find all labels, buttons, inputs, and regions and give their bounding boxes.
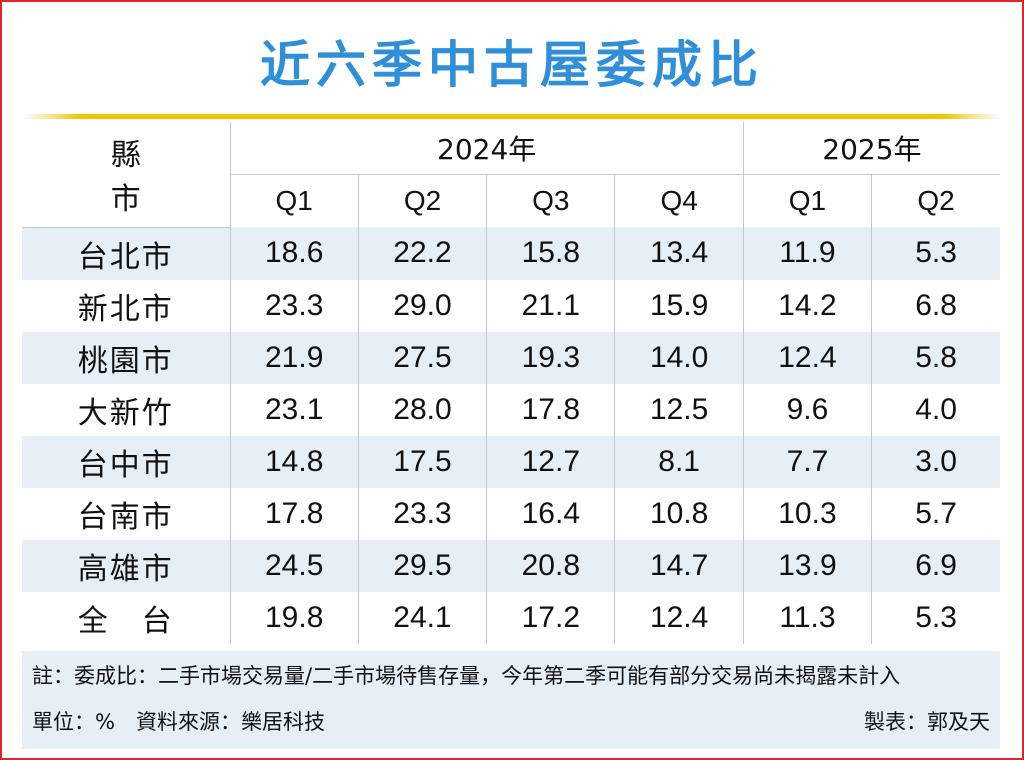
value-cell: 10.8 xyxy=(614,487,744,540)
value-cell: 8.1 xyxy=(614,435,744,488)
value-cell: 17.8 xyxy=(229,487,359,540)
footnote: 註：委成比：二手市場交易量/二手市場待售存量，今年第二季可能有部分交易尚未揭露未… xyxy=(32,664,901,688)
value-cell: 12.4 xyxy=(614,591,744,644)
value-cell: 20.8 xyxy=(486,539,615,592)
table-row: 全 台 19.8 24.1 17.2 12.4 11.3 5.3 xyxy=(22,591,1000,644)
title-divider xyxy=(24,114,1000,119)
quarter-header: Q2 xyxy=(871,174,1000,227)
value-cell: 12.5 xyxy=(614,383,744,436)
value-cell: 23.3 xyxy=(229,279,359,332)
quarter-header: Q2 xyxy=(357,174,487,227)
value-cell: 5.3 xyxy=(871,591,1000,644)
quarter-header: Q1 xyxy=(229,174,359,227)
county-name-cell: 大新竹 xyxy=(77,395,174,431)
value-cell: 10.3 xyxy=(742,487,872,540)
data-table: 縣 市 2024年 2025年 Q1 Q2 Q3 Q4 Q1 Q2 台北市 18.… xyxy=(22,122,1000,644)
value-cell: 5.7 xyxy=(871,487,1000,540)
value-cell: 18.6 xyxy=(229,227,359,280)
value-cell: 13.4 xyxy=(614,227,744,280)
quarter-header: Q3 xyxy=(486,174,615,227)
table-row: 台南市 17.8 23.3 16.4 10.8 10.3 5.7 xyxy=(22,487,1000,540)
value-cell: 29.5 xyxy=(357,539,487,592)
year-header-2024: 2024年 xyxy=(229,122,744,175)
value-cell: 15.8 xyxy=(486,227,615,280)
table-row: 台北市 18.6 22.2 15.8 13.4 11.9 5.3 xyxy=(22,227,1000,280)
quarter-header-row: Q1 Q2 Q3 Q4 Q1 Q2 xyxy=(22,174,1000,227)
table-body: 台北市 18.6 22.2 15.8 13.4 11.9 5.3 新北市 23.3 29.0 21.… xyxy=(22,227,1000,644)
value-cell: 12.7 xyxy=(486,435,615,488)
county-name-cell: 台南市 xyxy=(77,499,174,535)
value-cell: 12.4 xyxy=(742,331,872,384)
value-cell: 5.8 xyxy=(871,331,1000,384)
credit-note: 製表：郭及天 xyxy=(864,710,990,734)
value-cell: 21.1 xyxy=(486,279,615,332)
value-cell: 14.8 xyxy=(229,435,359,488)
table-row: 台中市 14.8 17.5 12.7 8.1 7.7 3.0 xyxy=(22,435,1000,488)
value-cell: 4.0 xyxy=(871,383,1000,436)
year-header-2025: 2025年 xyxy=(742,122,1000,175)
county-name-cell: 台北市 xyxy=(22,227,231,280)
value-cell: 27.5 xyxy=(357,331,487,384)
value-cell: 3.0 xyxy=(871,435,1000,488)
value-cell: 17.5 xyxy=(357,435,487,488)
county-name-cell: 新北市 xyxy=(77,291,174,327)
table-row: 桃園市 21.9 27.5 19.3 14.0 12.4 5.8 xyxy=(22,331,1000,384)
value-cell: 23.3 xyxy=(357,487,487,540)
value-cell: 16.4 xyxy=(486,487,615,540)
year-header-row: 縣 市 2024年 2025年 xyxy=(22,122,1000,228)
unit-source-note: 單位：% 資料來源：樂居科技 xyxy=(32,710,325,734)
chart-title: 近六季中古屋委成比 xyxy=(260,36,764,94)
county-name-cell: 桃園市 xyxy=(22,331,231,384)
value-cell: 17.2 xyxy=(486,591,615,644)
value-cell: 24.1 xyxy=(357,591,487,644)
table-row: 新北市 23.3 29.0 21.1 15.9 14.2 6.8 xyxy=(22,279,1000,332)
value-cell: 21.9 xyxy=(229,331,359,384)
value-cell: 14.7 xyxy=(614,539,744,592)
value-cell: 13.9 xyxy=(742,539,872,592)
table-row: 高雄市 24.5 29.5 20.8 14.7 13.9 6.9 xyxy=(22,539,1000,592)
notes-panel xyxy=(22,651,1000,749)
value-cell: 29.0 xyxy=(357,279,487,332)
county-name-cell: 高雄市 xyxy=(22,539,231,592)
value-cell: 11.9 xyxy=(742,227,872,280)
value-cell: 22.2 xyxy=(357,227,487,280)
value-cell: 6.8 xyxy=(871,279,1000,332)
county-name-cell: 台中市 xyxy=(22,435,231,488)
value-cell: 19.8 xyxy=(229,591,359,644)
value-cell: 9.6 xyxy=(742,383,872,436)
value-cell: 11.3 xyxy=(742,591,872,644)
value-cell: 17.8 xyxy=(486,383,615,436)
value-cell: 7.7 xyxy=(742,435,872,488)
value-cell: 14.2 xyxy=(742,279,872,332)
quarter-header: Q4 xyxy=(614,174,744,227)
value-cell: 14.0 xyxy=(614,331,744,384)
value-cell: 15.9 xyxy=(614,279,744,332)
county-name-cell: 全 台 xyxy=(77,603,174,639)
value-cell: 28.0 xyxy=(357,383,487,436)
quarter-header: Q1 xyxy=(742,174,872,227)
value-cell: 5.3 xyxy=(871,227,1000,280)
value-cell: 6.9 xyxy=(871,539,1000,592)
value-cell: 23.1 xyxy=(229,383,359,436)
county-header: 縣 市 xyxy=(22,122,231,228)
table-row: 大新竹 23.1 28.0 17.8 12.5 9.6 4.0 xyxy=(22,383,1000,436)
value-cell: 24.5 xyxy=(229,539,359,592)
value-cell: 19.3 xyxy=(486,331,615,384)
